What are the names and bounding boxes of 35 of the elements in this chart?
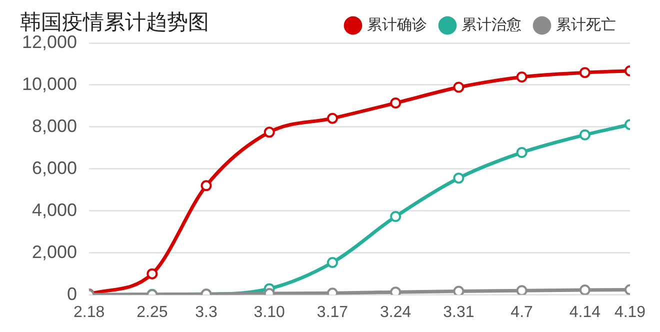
point [579, 67, 590, 78]
point [516, 147, 528, 158]
point [390, 286, 402, 295]
x-tick-label: 2.18 [73, 304, 105, 321]
legend-label: 累计死亡 [556, 15, 616, 34]
legend-label: 累计治愈 [462, 15, 522, 34]
x-tick-label: 3.3 [195, 304, 218, 321]
point [200, 180, 212, 192]
point [390, 98, 402, 109]
y-tick-label: 10,000 [22, 74, 78, 94]
x-tick-label: 3.10 [254, 304, 286, 321]
point [453, 172, 464, 184]
point [326, 256, 338, 268]
point [453, 286, 464, 295]
x-tick-label: 4.14 [569, 304, 601, 321]
y-tick-label: 6,000 [32, 158, 78, 178]
y-tick-label: 8,000 [32, 116, 78, 136]
x-tick-label: 3.17 [316, 304, 348, 321]
x-tick-label: 4.7 [510, 304, 534, 321]
x-tick-label: 3.24 [380, 304, 412, 321]
point [516, 285, 528, 295]
point [579, 129, 590, 140]
y-tick-label: 4,000 [32, 200, 78, 220]
x-tick-label: 2.25 [136, 304, 168, 321]
point [453, 82, 464, 93]
y-tick-label: 2,000 [32, 242, 78, 262]
point [390, 211, 402, 222]
point [579, 284, 590, 295]
legend-label: 累计确诊 [367, 15, 427, 34]
y-tick-label: 0 [67, 284, 78, 304]
point [326, 112, 338, 124]
point [516, 71, 528, 82]
x-tick-label: 3.31 [443, 304, 474, 321]
x-tick-label: 4.19 [614, 304, 646, 321]
point [264, 126, 275, 138]
